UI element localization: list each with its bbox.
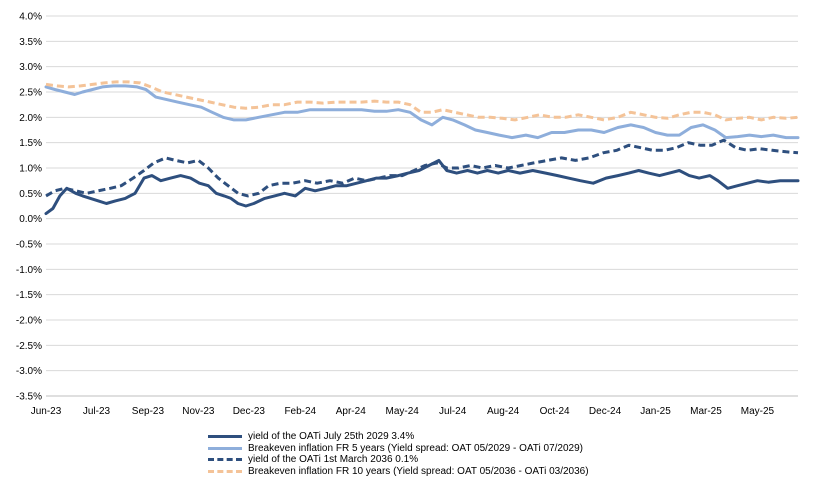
y-tick-label: 2.0%	[19, 113, 42, 124]
y-tick-label: 1.5%	[19, 138, 42, 149]
legend-swatch	[208, 458, 242, 462]
legend-swatch	[208, 435, 242, 439]
legend-swatch	[208, 446, 242, 450]
series-line-1	[44, 84, 800, 140]
y-tick-label: 4.0%	[19, 12, 42, 23]
x-axis-tick-labels: Jun-23 Jul-23 Sep-23 Nov-23 Dec-23 Feb-24 Apr-…	[31, 406, 775, 417]
legend-label: Breakeven inflation FR 5 years (Yield sp…	[248, 442, 583, 454]
y-tick-label: -1.5%	[16, 290, 42, 301]
x-tick-label: May-25	[741, 406, 775, 417]
x-tick-label: Jun-23	[31, 406, 62, 417]
y-tick-label: -3.5%	[16, 392, 42, 403]
y-tick-label: -2.5%	[16, 341, 42, 352]
x-tick-label: Feb-24	[284, 406, 316, 417]
y-tick-label: 1.0%	[19, 164, 42, 175]
legend-item-0: yield of the OATi July 25th 2029 3.4%	[208, 431, 589, 443]
series-line-2	[45, 138, 799, 198]
legend-item-2: yield of the OATi 1st March 2036 0.1%	[208, 454, 589, 466]
legend-swatch	[208, 469, 242, 473]
legend: yield of the OATi July 25th 2029 3.4% Bre…	[208, 431, 589, 477]
x-tick-label: Dec-23	[233, 406, 266, 417]
y-tick-label: 2.5%	[19, 88, 42, 99]
x-tick-label: Sep-23	[132, 406, 165, 417]
y-tick-label: -2.0%	[16, 316, 42, 327]
x-tick-label: Nov-23	[182, 406, 215, 417]
x-tick-label: Oct-24	[540, 406, 570, 417]
x-tick-label: May-24	[386, 406, 420, 417]
legend-label: yield of the OATi July 25th 2029 3.4%	[248, 431, 415, 442]
x-tick-label: Mar-25	[690, 406, 722, 417]
x-tick-label: Aug-24	[487, 406, 520, 417]
legend-item-3: Breakeven inflation FR 10 years (Yield s…	[208, 466, 589, 478]
y-tick-label: -1.0%	[16, 265, 42, 276]
legend-label: Breakeven inflation FR 10 years (Yield s…	[248, 465, 589, 477]
y-tick-label: -0.5%	[16, 240, 42, 251]
series-line-0	[44, 158, 800, 216]
x-tick-label: Apr-24	[336, 406, 366, 417]
legend-item-1: Breakeven inflation FR 5 years (Yield sp…	[208, 443, 589, 455]
y-tick-label: 3.5%	[19, 37, 42, 48]
y-tick-label: 3.0%	[19, 62, 42, 73]
x-tick-label: Jul-23	[83, 406, 111, 417]
x-tick-label: Dec-24	[589, 406, 622, 417]
x-tick-label: Jan-25	[640, 406, 671, 417]
y-axis-tick-labels: 4.0% 3.5% 3.0% 2.5% 2.0% 1.5% 1.0% 0.5% 0.0% -0.5…	[16, 12, 42, 403]
series-line-3	[45, 80, 799, 122]
legend-label: yield of the OATi 1st March 2036 0.1%	[248, 454, 419, 465]
gridlines	[46, 15, 798, 397]
y-tick-label: 0.5%	[19, 189, 42, 200]
y-tick-label: -3.0%	[16, 366, 42, 377]
x-tick-label: Jul-24	[439, 406, 467, 417]
y-tick-label: 0.0%	[19, 214, 42, 225]
series-lines	[44, 80, 800, 216]
